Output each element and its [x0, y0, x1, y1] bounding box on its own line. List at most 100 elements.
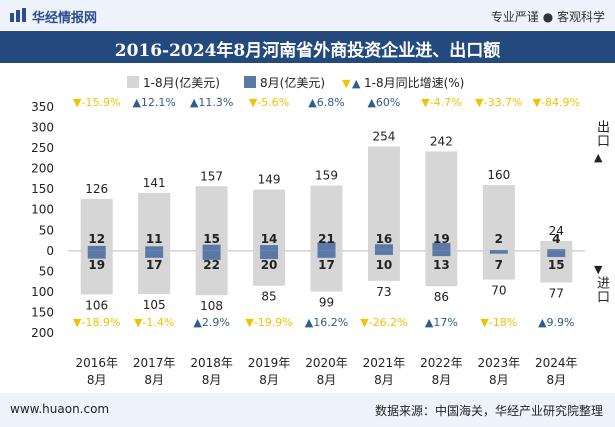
- growth-import-label: ▲17%: [425, 316, 458, 329]
- bar-export-ytd: [540, 240, 573, 251]
- bar-export-ytd: [310, 185, 343, 251]
- bar-import-month: [202, 250, 221, 260]
- growth-import-label: ▼-18%: [480, 316, 517, 329]
- y-tick-label: 150: [31, 182, 54, 196]
- x-tick-label-year: 2016年: [75, 356, 118, 370]
- legend-swatch-month: [244, 76, 256, 88]
- bar-export-month: [547, 249, 566, 251]
- label-export-ytd: 141: [143, 176, 166, 190]
- x-tick-label-year: 2018年: [190, 356, 233, 370]
- bar-import-month: [145, 250, 164, 258]
- bar-export-month: [202, 244, 221, 251]
- export-side-label: 出口: [594, 120, 609, 148]
- legend-down-icon: ▼: [342, 77, 351, 90]
- label-import-month: 22: [203, 258, 220, 272]
- label-import-ytd: 85: [261, 290, 276, 304]
- label-export-ytd: 157: [200, 169, 223, 183]
- growth-import-label: ▲16.2%: [305, 316, 348, 329]
- x-axis: 2016年 8月 2017年 8月 2018年 8月 2019年 8月 2020年 8月 2021年…: [75, 356, 577, 387]
- x-tick-label-month: 8月: [374, 373, 394, 387]
- bar-import-month: [87, 250, 106, 259]
- label-import-month: 19: [88, 258, 105, 272]
- bar-import-month: [317, 250, 336, 258]
- x-tick-label-month: 8月: [87, 373, 107, 387]
- legend-label-growth: 1-8月同比增速(%): [364, 76, 464, 90]
- label-export-month: 21: [318, 232, 335, 246]
- label-export-month: 14: [261, 232, 278, 246]
- label-import-month: 15: [548, 258, 565, 272]
- bar-export-ytd: [482, 185, 515, 251]
- bar-import-ytd: [482, 250, 515, 280]
- y-tick-label: 150: [31, 305, 54, 319]
- chart: 1-8月(亿美元) 8月(亿美元) ▼ ▲ 1-8月同比增速(%) 350 300 250 2…: [31, 75, 585, 387]
- data-labels: 126 106 12 19 ▼-15.9% ▼-18.9% 141 105 11 17 ▲12.1%…: [73, 96, 580, 329]
- label-export-ytd: 242: [430, 134, 453, 148]
- label-export-month: 12: [88, 232, 105, 246]
- label-import-ytd: 70: [491, 284, 506, 298]
- y-tick-label: 200: [31, 162, 54, 176]
- growth-export-label: ▲11.3%: [190, 96, 233, 109]
- chart-title: 2016-2024年8月河南省外商投资企业进、出口额: [114, 41, 501, 61]
- bar-export-month: [489, 249, 508, 251]
- bar-export-month: [260, 245, 279, 251]
- brand-name: 华经情报网: [32, 11, 98, 26]
- growth-export-label: ▼-5.6%: [249, 96, 289, 109]
- x-tick-label-month: 8月: [432, 373, 452, 387]
- growth-export-label: ▼-33.7%: [475, 96, 522, 109]
- x-tick-label-year: 2024年: [535, 356, 578, 370]
- y-tick-label: 300: [31, 121, 54, 135]
- x-tick-label-year: 2023年: [478, 356, 521, 370]
- growth-export-label: ▼-4.7%: [421, 96, 461, 109]
- bars: [80, 146, 573, 296]
- label-export-ytd: 24: [549, 224, 564, 238]
- up-arrow-icon: ▲: [594, 151, 603, 164]
- y-tick-label: 200: [31, 326, 54, 340]
- bar-import-month: [374, 250, 393, 255]
- tagline: 专业严谨 ● 客观科学: [490, 10, 605, 24]
- legend-label-ytd: 1-8月(亿美元): [143, 75, 220, 90]
- label-import-month: 13: [433, 258, 450, 272]
- bar-export-ytd: [195, 186, 228, 251]
- label-import-ytd: 99: [319, 295, 334, 309]
- bar-export-month: [145, 246, 164, 251]
- x-tick-label-month: 8月: [489, 373, 509, 387]
- x-tick-label-year: 2021年: [363, 356, 406, 370]
- x-tick-label-month: 8月: [546, 373, 566, 387]
- bar-export-month: [317, 242, 336, 251]
- legend-swatch-ytd: [127, 76, 139, 88]
- label-import-month: 17: [318, 258, 335, 272]
- bar-export-month: [374, 244, 393, 251]
- label-export-ytd: 254: [372, 129, 395, 143]
- y-tick-label: 0: [46, 244, 54, 258]
- legend: 1-8月(亿美元) 8月(亿美元) ▼ ▲ 1-8月同比增速(%): [127, 75, 464, 90]
- footer: www.huaon.com 数据来源：中国海关，华经产业研究院整理: [0, 393, 615, 427]
- bar-import-ytd: [138, 250, 171, 294]
- growth-export-label: ▲60%: [367, 96, 400, 109]
- x-tick-label-month: 8月: [144, 373, 164, 387]
- y-tick-label: 50: [39, 264, 54, 278]
- x-tick-label-month: 8月: [317, 373, 337, 387]
- x-tick-label-month: 8月: [202, 373, 222, 387]
- y-tick-label: 250: [31, 141, 54, 155]
- growth-import-label: ▼-19.9%: [245, 316, 292, 329]
- growth-export-label: ▲6.8%: [308, 96, 344, 109]
- growth-import-label: ▲9.9%: [538, 316, 574, 329]
- label-import-month: 20: [261, 258, 278, 272]
- label-import-ytd: 86: [434, 290, 449, 304]
- legend-label-month: 8月(亿美元): [260, 75, 325, 90]
- legend-up-icon: ▲: [352, 77, 361, 90]
- down-arrow-icon: ▼: [594, 263, 603, 276]
- bar-import-month: [432, 250, 451, 257]
- bar-export-ytd: [425, 151, 458, 251]
- website-link[interactable]: www.huaon.com: [10, 402, 110, 416]
- label-export-month: 11: [146, 232, 163, 246]
- y-tick-label: 50: [39, 223, 54, 237]
- label-export-ytd: 126: [85, 182, 108, 196]
- label-import-ytd: 105: [143, 298, 166, 312]
- label-import-month: 10: [376, 258, 393, 272]
- y-tick-label: 350: [31, 100, 54, 114]
- label-import-month: 17: [146, 258, 163, 272]
- label-export-month: 15: [203, 232, 220, 246]
- top-bar: 华经情报网 专业严谨 ● 客观科学: [0, 0, 615, 30]
- label-import-ytd: 73: [376, 285, 391, 299]
